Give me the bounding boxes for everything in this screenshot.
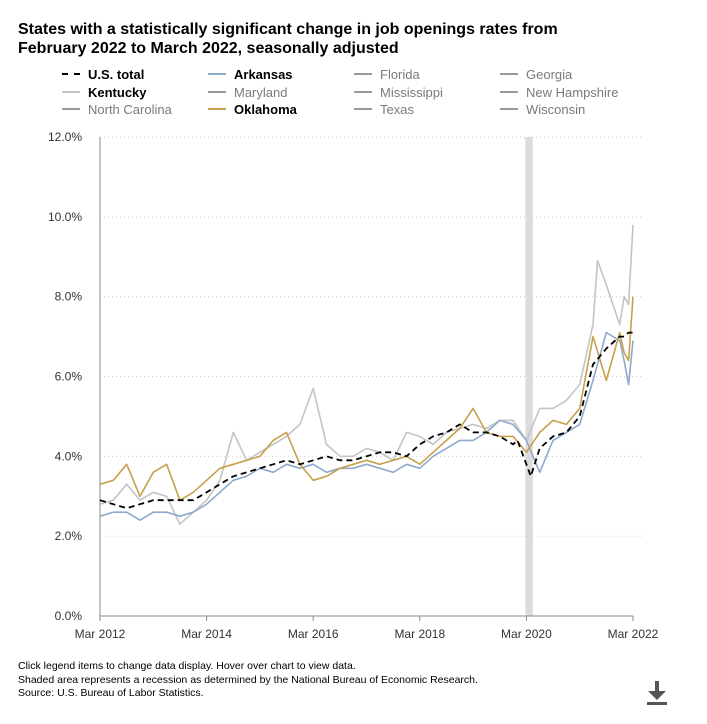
legend-label: Kentucky — [88, 84, 147, 100]
footer-instructions: Click legend items to change data displa… — [18, 660, 356, 672]
legend-item-u-s-total[interactable]: U.S. total — [62, 66, 144, 82]
legend-label: Florida — [380, 66, 420, 82]
legend-swatch — [62, 108, 80, 110]
x-tick-label: Mar 2012 — [75, 627, 126, 641]
x-tick-label: Mar 2016 — [288, 627, 339, 641]
legend-item-new-hampshire[interactable]: New Hampshire — [500, 84, 618, 100]
y-tick-label: 8.0% — [55, 290, 83, 304]
legend-label: U.S. total — [88, 66, 145, 82]
legend-item-arkansas[interactable]: Arkansas — [208, 66, 293, 82]
legend-item-georgia[interactable]: Georgia — [500, 66, 572, 82]
y-tick-label: 6.0% — [55, 370, 83, 384]
legend-swatch — [62, 73, 80, 75]
y-tick-label: 0.0% — [55, 609, 83, 623]
legend-swatch — [62, 91, 80, 93]
legend-label: Georgia — [526, 66, 573, 82]
legend-swatch — [354, 108, 372, 110]
legend-label: New Hampshire — [526, 84, 619, 100]
legend-label: Wisconsin — [526, 101, 586, 117]
legend-item-mississippi[interactable]: Mississippi — [354, 84, 443, 100]
series-line-oklahoma — [99, 296, 634, 501]
legend-item-kentucky[interactable]: Kentucky — [62, 84, 147, 100]
recession-shading — [525, 137, 533, 616]
legend-label: Texas — [380, 101, 414, 117]
legend-label: Maryland — [234, 84, 288, 100]
legend-item-oklahoma[interactable]: Oklahoma — [208, 101, 297, 117]
legend-swatch — [500, 91, 518, 93]
x-tick-label: Mar 2018 — [394, 627, 445, 641]
legend-swatch — [500, 73, 518, 75]
series-line-kentucky — [99, 224, 634, 525]
legend-label: Arkansas — [234, 66, 293, 82]
chart-footer: Click legend items to change data displa… — [18, 660, 478, 701]
y-tick-label: 12.0% — [48, 130, 82, 144]
legend-item-wisconsin[interactable]: Wisconsin — [500, 101, 585, 117]
legend-label: Mississippi — [380, 84, 443, 100]
legend-swatch — [500, 108, 518, 110]
legend-item-texas[interactable]: Texas — [354, 101, 414, 117]
line-chart[interactable]: 0.0% 2.0% 4.0% 6.0% 8.0% 10.0% 12.0% Mar 2012 Ma… — [0, 0, 707, 650]
legend-item-north-carolina[interactable]: North Carolina — [62, 101, 172, 117]
legend-swatch — [354, 91, 372, 93]
legend-swatch — [208, 108, 226, 110]
x-tick-label: Mar 2022 — [608, 627, 659, 641]
footer-recession-note: Shaded area represents a recession as de… — [18, 673, 478, 686]
y-tick-label: 10.0% — [48, 210, 82, 224]
y-tick-label: 4.0% — [55, 449, 83, 463]
legend-swatch — [208, 73, 226, 75]
x-tick-label: Mar 2014 — [181, 627, 232, 641]
legend-item-florida[interactable]: Florida — [354, 66, 420, 82]
footer-source: Source: U.S. Bureau of Labor Statistics. — [18, 687, 204, 699]
legend-label: Oklahoma — [234, 101, 297, 117]
y-tick-label: 2.0% — [55, 529, 83, 543]
chart-title: States with a statistically significant … — [18, 21, 558, 57]
x-tick-label: Mar 2020 — [501, 627, 552, 641]
series-line-arkansas — [99, 331, 634, 521]
legend-swatch — [208, 91, 226, 93]
legend-label: North Carolina — [88, 101, 172, 117]
legend-item-maryland[interactable]: Maryland — [208, 84, 287, 100]
series-line-u-s-total — [99, 331, 633, 510]
legend-swatch — [354, 73, 372, 75]
download-icon[interactable] — [645, 680, 669, 706]
